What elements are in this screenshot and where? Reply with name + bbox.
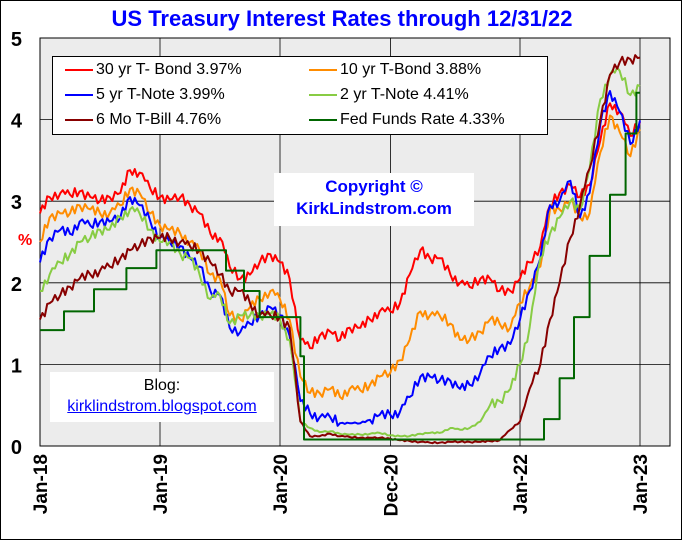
x-tick-label: Jan-22 (511, 454, 532, 514)
x-tick-label: Dec-20 (381, 454, 402, 516)
legend: 30 yr T- Bond 3.97% 10 yr T-Bond 3.88% 5… (52, 56, 548, 135)
legend-value: 3.88% (435, 61, 482, 78)
series-line-3 (40, 66, 641, 438)
legend-swatch (65, 93, 93, 96)
blog-link[interactable]: kirklindstrom.blogspot.com (67, 398, 257, 415)
legend-swatch (309, 118, 337, 121)
x-tick-label: Jan-20 (271, 454, 292, 514)
x-tick-label: Jan-18 (31, 454, 52, 514)
legend-label: 5 yr T-Note (96, 86, 175, 103)
copyright-line2: KirkLindstrom.com (296, 199, 452, 218)
legend-label: 2 yr T-Note (340, 86, 419, 103)
series-line-4 (39, 54, 641, 445)
legend-swatch (65, 68, 93, 71)
legend-label: 10 yr T-Bond (340, 61, 432, 78)
legend-value: 4.33% (459, 111, 505, 128)
legend-item-2yr: 2 yr T-Note 4.41% (309, 86, 469, 104)
legend-swatch (309, 93, 337, 96)
series-line-1 (39, 114, 641, 401)
x-tick-label: Jan-23 (631, 454, 652, 514)
y-tick-label: 5 (11, 29, 22, 51)
y-tick-label: 3 (11, 192, 22, 214)
copyright-notice: Copyright © KirkLindstrom.com (274, 173, 474, 226)
legend-item-fedfunds: Fed Funds Rate 4.33% (309, 111, 505, 129)
y-axis-label: % (18, 232, 33, 249)
legend-item-5yr: 5 yr T-Note 3.99% (65, 86, 225, 104)
legend-label: 6 Mo T-Bill (96, 111, 172, 128)
legend-value: 4.76% (175, 111, 222, 128)
legend-value: 3.99% (179, 86, 225, 103)
y-tick-label: 4 (11, 111, 23, 133)
legend-value: 3.97% (196, 61, 242, 78)
x-tick-label: Jan-19 (151, 454, 172, 514)
legend-value: 4.41% (423, 86, 469, 103)
blog-box: Blog: kirklindstrom.blogspot.com (50, 372, 274, 422)
series-line-5 (40, 91, 640, 441)
legend-item-6mo: 6 Mo T-Bill 4.76% (65, 111, 221, 129)
copyright-line1: Copyright © (325, 177, 423, 196)
y-tick-label: 2 (11, 274, 22, 296)
y-tick-label: 1 (11, 355, 22, 377)
legend-label: 30 yr T- Bond (96, 61, 192, 78)
legend-label: Fed Funds Rate (340, 111, 455, 128)
legend-swatch (309, 68, 337, 71)
y-tick-label: 0 (11, 437, 22, 459)
blog-label: Blog: (143, 377, 181, 394)
legend-item-10yr: 10 yr T-Bond 3.88% (309, 61, 481, 79)
series-line-0 (39, 102, 641, 350)
legend-swatch (65, 118, 93, 121)
chart-title: US Treasury Interest Rates through 12/31… (111, 6, 573, 31)
legend-item-30yr: 30 yr T- Bond 3.97% (65, 61, 242, 79)
